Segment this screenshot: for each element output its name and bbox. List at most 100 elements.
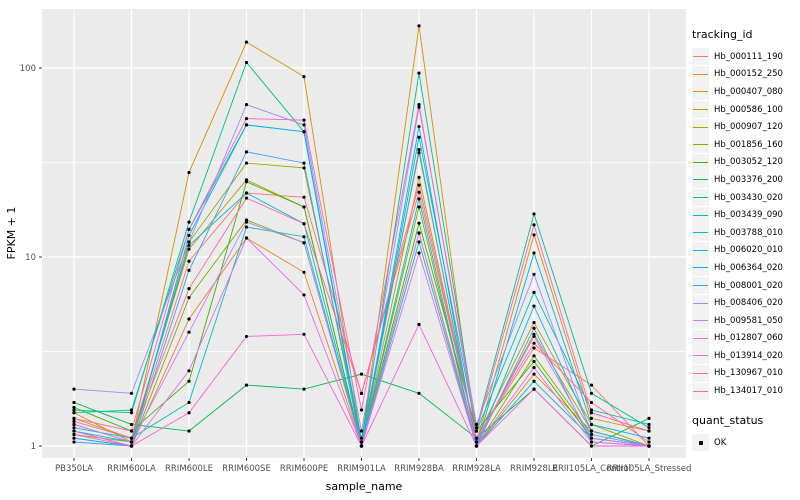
data-point bbox=[129, 436, 134, 440]
legend-item-label: Hb_003430_020 bbox=[714, 192, 783, 203]
data-point bbox=[359, 444, 364, 448]
data-point bbox=[532, 251, 536, 255]
legend-key-line bbox=[693, 56, 708, 58]
data-point bbox=[72, 387, 76, 391]
legend-title-quant-status: quant_status bbox=[692, 413, 764, 427]
data-point bbox=[417, 231, 421, 235]
data-point bbox=[187, 369, 191, 373]
data-point bbox=[417, 151, 421, 155]
data-point bbox=[302, 195, 306, 199]
data-point bbox=[129, 444, 134, 448]
data-point bbox=[244, 225, 249, 229]
legend-item-label: Hb_013914_020 bbox=[714, 350, 783, 361]
legend-item-label: Hb_012807_060 bbox=[714, 333, 783, 344]
legend-key-swatch bbox=[692, 136, 709, 154]
legend-key-line bbox=[693, 179, 708, 181]
legend-key-swatch bbox=[692, 224, 709, 242]
legend-key-swatch bbox=[692, 364, 709, 382]
data-point bbox=[244, 40, 249, 44]
data-point bbox=[302, 75, 306, 79]
y-tick-label: 1 bbox=[31, 442, 36, 452]
data-point bbox=[417, 197, 421, 201]
data-point bbox=[72, 440, 76, 444]
data-point bbox=[302, 293, 306, 297]
data-point bbox=[72, 429, 76, 433]
quant-status-items: OK bbox=[692, 434, 798, 452]
data-point bbox=[244, 383, 249, 387]
x-tick-label: RRIM928BA bbox=[394, 464, 444, 474]
data-point bbox=[187, 411, 191, 415]
data-point bbox=[532, 290, 536, 294]
y-axis-title: FPKM + 1 bbox=[5, 207, 18, 260]
data-point bbox=[302, 222, 306, 226]
legend-item-Hb_006020_010: Hb_006020_010 bbox=[692, 241, 798, 260]
legend-item-Hb_008406_020: Hb_008406_020 bbox=[692, 294, 798, 312]
data-point bbox=[72, 419, 76, 423]
legend-key-line bbox=[693, 355, 708, 357]
legend-key-line bbox=[693, 91, 708, 93]
legend-item-Hb_000152_250: Hb_000152_250 bbox=[692, 65, 798, 84]
data-point bbox=[72, 411, 76, 415]
legend-item-label: Hb_001856_160 bbox=[714, 139, 783, 150]
data-point bbox=[647, 444, 651, 448]
data-point bbox=[589, 408, 594, 412]
data-point bbox=[589, 416, 594, 420]
data-point bbox=[589, 400, 594, 405]
data-point bbox=[359, 391, 364, 395]
legend-key-swatch bbox=[692, 171, 709, 189]
data-point bbox=[72, 426, 76, 430]
data-point bbox=[72, 436, 76, 440]
data-point bbox=[532, 372, 536, 376]
data-point bbox=[187, 295, 191, 300]
data-point bbox=[129, 422, 134, 427]
legend-item-label: Hb_000407_080 bbox=[714, 86, 783, 97]
data-point bbox=[302, 270, 306, 274]
legend-item-label: Hb_008406_020 bbox=[714, 298, 783, 309]
data-point bbox=[532, 387, 536, 391]
data-point bbox=[589, 391, 594, 395]
legend-item-Hb_001856_160: Hb_001856_160 bbox=[692, 136, 798, 154]
data-point bbox=[244, 150, 249, 154]
data-point bbox=[532, 354, 536, 358]
data-point bbox=[532, 359, 536, 364]
x-tick-label: RRIM600LA bbox=[107, 464, 156, 474]
data-point bbox=[187, 220, 191, 224]
data-point bbox=[129, 408, 134, 412]
legend-key-swatch bbox=[692, 153, 709, 171]
legend-item-Hb_000111_190: Hb_000111_190 bbox=[692, 48, 798, 66]
data-point bbox=[72, 405, 76, 410]
data-point bbox=[359, 408, 364, 412]
legend-key-line bbox=[693, 214, 708, 216]
legend-item-label: Hb_006020_010 bbox=[714, 245, 783, 256]
legend-key-swatch bbox=[692, 294, 709, 312]
data-point bbox=[417, 240, 421, 244]
data-point bbox=[187, 247, 191, 251]
data-point bbox=[532, 365, 536, 370]
data-point bbox=[532, 334, 536, 339]
data-point bbox=[244, 191, 249, 195]
data-point bbox=[72, 416, 76, 420]
data-point bbox=[187, 227, 191, 231]
data-point bbox=[589, 411, 594, 415]
data-point bbox=[474, 426, 479, 430]
data-point bbox=[72, 422, 76, 427]
x-tick-label: RRIM600LE bbox=[165, 464, 213, 474]
data-point bbox=[417, 183, 421, 187]
data-point bbox=[187, 259, 191, 263]
legend-item-Hb_003430_020: Hb_003430_020 bbox=[692, 189, 798, 207]
data-point bbox=[474, 440, 479, 444]
data-point bbox=[417, 103, 421, 107]
legend-key-line bbox=[693, 267, 708, 269]
data-point bbox=[244, 220, 249, 224]
data-point bbox=[474, 429, 479, 433]
point-marker-icon bbox=[698, 440, 703, 445]
data-point bbox=[359, 436, 364, 440]
data-point bbox=[187, 240, 191, 244]
legend-item-label: Hb_006364_020 bbox=[714, 262, 783, 273]
data-point bbox=[417, 148, 421, 152]
data-point bbox=[72, 408, 76, 412]
y-tick-label: 10 bbox=[25, 253, 36, 263]
x-tick-label: PB350LA bbox=[55, 464, 93, 474]
